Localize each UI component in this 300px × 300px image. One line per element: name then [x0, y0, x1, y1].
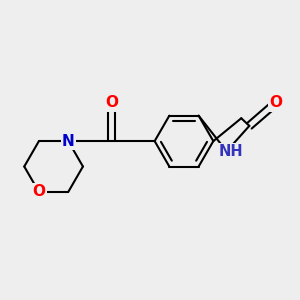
- Text: NH: NH: [218, 144, 243, 159]
- Text: N: N: [62, 134, 75, 148]
- Text: O: O: [32, 184, 45, 200]
- Text: O: O: [105, 95, 118, 110]
- Text: O: O: [269, 95, 282, 110]
